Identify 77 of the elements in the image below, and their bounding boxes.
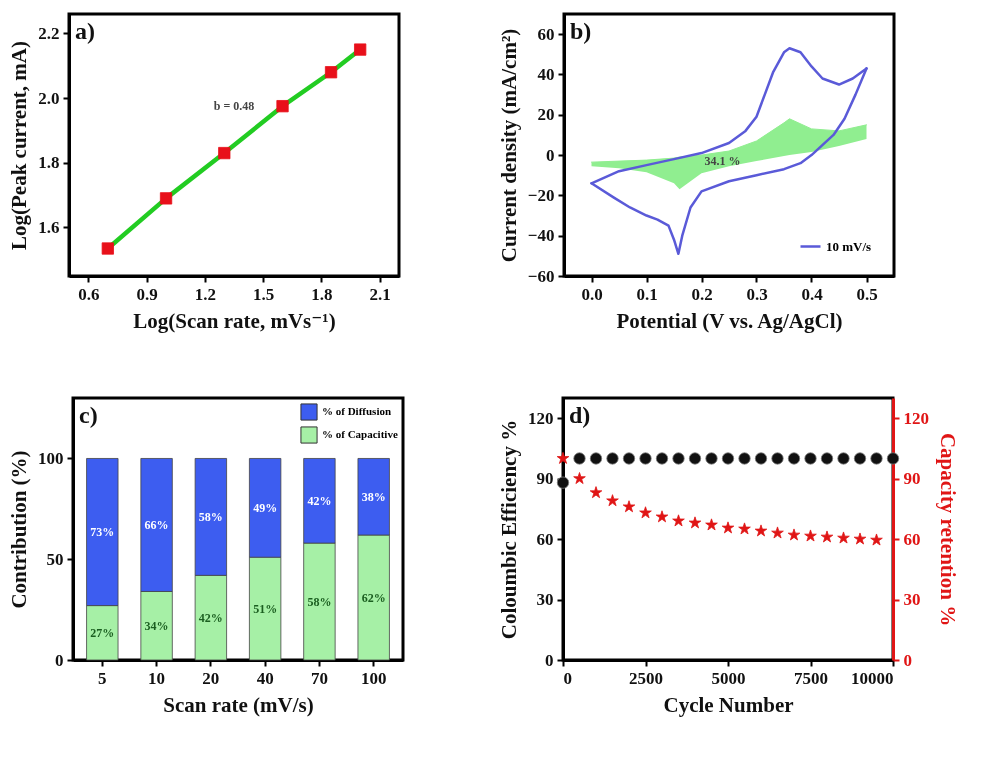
legend-label: % of Diffusion bbox=[322, 405, 392, 417]
data-label: 66% bbox=[144, 517, 169, 532]
x-tick-label: 2.1 bbox=[369, 284, 391, 304]
y-tick-label: 50 bbox=[46, 549, 64, 569]
x-tick-label: 20 bbox=[202, 668, 220, 688]
annotation: b) bbox=[570, 18, 592, 44]
x-tick-label: 0.2 bbox=[691, 284, 713, 304]
x-tick-label: 1.5 bbox=[252, 284, 275, 304]
y-tick-label: 2.0 bbox=[38, 88, 60, 108]
x-tick-label: 0.5 bbox=[856, 284, 878, 304]
y-axis-title: Current density (mA/cm²) bbox=[496, 28, 521, 263]
y-tick-label: 1.8 bbox=[38, 153, 60, 173]
x-tick-label: 5 bbox=[98, 668, 107, 688]
y-tick-label: 90 bbox=[536, 469, 554, 489]
y-tick-label: −60 bbox=[527, 266, 555, 286]
data-label: 42% bbox=[307, 493, 332, 508]
y2-axis-title: Capacity retention % bbox=[936, 432, 960, 627]
data-label: 58% bbox=[307, 594, 332, 609]
annotation: c) bbox=[79, 402, 98, 428]
y-tick-label: 20 bbox=[537, 105, 555, 125]
legend-label: 10 mV/s bbox=[826, 238, 872, 254]
x-tick-label: 1.2 bbox=[194, 284, 217, 304]
y-tick-label: 1.6 bbox=[38, 217, 60, 237]
y-axis-title: Log(Peak current, mA) bbox=[7, 41, 32, 250]
y-tick-label: −20 bbox=[527, 185, 555, 205]
x-tick-label: 40 bbox=[256, 668, 274, 688]
x-tick-label: 0.1 bbox=[636, 284, 658, 304]
y-tick-label: 40 bbox=[537, 64, 555, 84]
x-tick-label: 70 bbox=[310, 668, 328, 688]
x-tick-label: 100 bbox=[360, 668, 387, 688]
x-tick-label: 0.9 bbox=[136, 284, 158, 304]
y2-tick-label: 90 bbox=[903, 469, 921, 489]
y-tick-label: 0 bbox=[55, 650, 64, 670]
annotation: 34.1 % bbox=[704, 153, 741, 168]
y-tick-label: −40 bbox=[527, 226, 555, 246]
data-label: 27% bbox=[90, 625, 115, 640]
data-label: 51% bbox=[253, 601, 278, 616]
x-tick-label: 10 bbox=[148, 668, 166, 688]
y-axis-title: Contribution (%) bbox=[7, 450, 31, 609]
annotation: b = 0.48 bbox=[213, 98, 255, 113]
data-label: 42% bbox=[198, 610, 223, 625]
x-tick-label: 1.8 bbox=[311, 284, 333, 304]
data-label: 34% bbox=[144, 618, 169, 633]
x-axis-title: Cycle Number bbox=[663, 692, 794, 717]
y-tick-label: 30 bbox=[536, 590, 554, 610]
data-label: 58% bbox=[198, 509, 223, 524]
x-tick-label: 0 bbox=[563, 668, 572, 688]
y-tick-label: 0 bbox=[545, 650, 554, 670]
y-tick-label: 60 bbox=[536, 529, 554, 549]
data-label: 73% bbox=[90, 525, 115, 540]
x-tick-label: 10000 bbox=[851, 668, 894, 688]
y2-tick-label: 120 bbox=[903, 408, 929, 428]
data-label: 49% bbox=[253, 500, 278, 515]
annotation: d) bbox=[569, 402, 591, 428]
x-axis-title: Scan rate (mV/s) bbox=[163, 692, 314, 717]
data-label: 38% bbox=[361, 489, 386, 504]
y2-tick-label: 30 bbox=[903, 590, 921, 610]
x-tick-label: 5000 bbox=[711, 668, 746, 688]
annotation: a) bbox=[75, 18, 95, 44]
y-tick-label: 60 bbox=[537, 24, 555, 44]
y-tick-label: 120 bbox=[528, 408, 554, 428]
legend-label: % of Capacitive bbox=[322, 428, 398, 440]
y-axis-title: Coloumbic Efficiency % bbox=[497, 419, 521, 640]
x-axis-title: Potential (V vs. Ag/AgCl) bbox=[616, 308, 843, 333]
y-tick-label: 0 bbox=[546, 145, 555, 165]
y2-tick-label: 60 bbox=[903, 529, 921, 549]
x-tick-label: 0.4 bbox=[801, 284, 824, 304]
y-tick-label: 100 bbox=[38, 448, 64, 468]
x-tick-label: 0.3 bbox=[746, 284, 768, 304]
x-tick-label: 7500 bbox=[794, 668, 828, 688]
y2-tick-label: 0 bbox=[903, 650, 912, 670]
x-tick-label: 0.6 bbox=[78, 284, 100, 304]
y-tick-label: 2.2 bbox=[38, 23, 60, 43]
x-tick-label: 2500 bbox=[629, 668, 663, 688]
data-label: 62% bbox=[361, 590, 386, 605]
x-tick-label: 0.0 bbox=[581, 284, 603, 304]
x-axis-title: Log(Scan rate, mVs⁻¹) bbox=[133, 308, 336, 333]
